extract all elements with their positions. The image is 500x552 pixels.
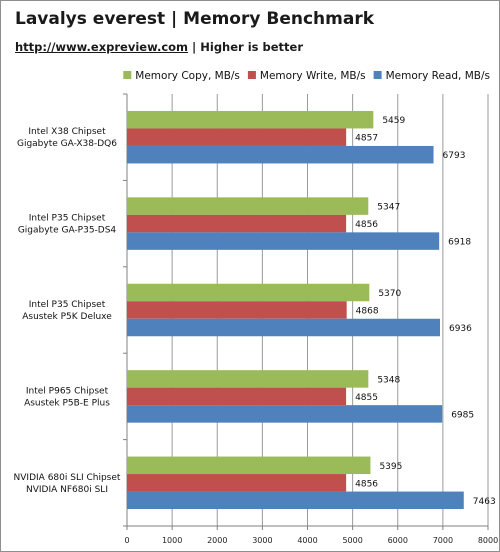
data-label: 4856 <box>355 220 378 230</box>
bar <box>127 301 347 319</box>
bar <box>127 491 464 510</box>
legend-swatch <box>247 71 256 79</box>
bar <box>127 474 347 492</box>
data-label: 5459 <box>382 116 405 126</box>
bar <box>127 456 371 475</box>
category-label: Intel P35 Chipset <box>29 214 106 224</box>
x-tick-label: 6000 <box>388 536 408 545</box>
legend-label: Memory Read, MB/s <box>386 70 490 82</box>
x-tick-label: 8000 <box>478 536 498 545</box>
bar <box>127 145 434 164</box>
category-label: NVIDIA NF680i SLI <box>26 485 108 495</box>
category-label: Asustek P5B-E Plus <box>24 398 110 408</box>
bar <box>127 370 369 388</box>
data-label: 6936 <box>449 324 472 334</box>
category-label: Intel X38 Chipset <box>28 127 106 137</box>
x-tick-label: 1000 <box>162 536 182 545</box>
x-tick-label: 0 <box>124 536 129 545</box>
bar <box>127 197 369 215</box>
data-label: 6985 <box>451 410 474 420</box>
category-label: Asustek P5K Deluxe <box>22 312 112 322</box>
bar <box>127 232 440 250</box>
x-tick-label: 5000 <box>342 536 362 545</box>
bar <box>127 387 347 406</box>
category-label: Intel P965 Chipset <box>26 386 109 396</box>
chart-subtitle: http://www.expreview.com | Higher is bet… <box>15 40 303 54</box>
chart-title: Lavalys everest | Memory Benchmark <box>15 9 375 29</box>
data-label: 4855 <box>355 393 378 403</box>
legend-swatch <box>123 71 132 79</box>
x-tick-label: 4000 <box>297 536 317 545</box>
data-label: 5395 <box>379 462 402 472</box>
category-label: Gigabyte GA-P35-DS4 <box>18 226 117 236</box>
x-tick-label: 7000 <box>433 536 453 545</box>
category-label: Gigabyte GA-X38-DQ6 <box>17 139 117 149</box>
legend-label: Memory Copy, MB/s <box>135 70 240 82</box>
data-label: 6918 <box>448 238 471 248</box>
bar <box>127 318 440 337</box>
subtitle-note: | Higher is better <box>188 40 304 54</box>
category-label: Intel P35 Chipset <box>29 300 106 310</box>
bar <box>127 214 347 233</box>
bar <box>127 283 370 302</box>
x-tick-label: 2000 <box>207 536 227 545</box>
legend-swatch <box>373 71 382 79</box>
data-label: 4856 <box>355 479 378 489</box>
data-label: 4868 <box>356 307 379 317</box>
legend-label: Memory Write, MB/s <box>260 70 366 82</box>
bar <box>127 405 443 423</box>
source-url[interactable]: http://www.expreview.com <box>15 40 189 54</box>
data-label: 5348 <box>377 375 400 385</box>
data-label: 5370 <box>378 289 401 299</box>
data-label: 6793 <box>443 151 466 161</box>
x-tick-label: 3000 <box>252 536 272 545</box>
data-label: 5347 <box>377 203 400 213</box>
data-label: 7463 <box>473 497 496 507</box>
category-label: NVIDIA 680i SLI Chipset <box>14 473 121 483</box>
bar <box>127 128 347 146</box>
data-label: 4857 <box>355 134 378 144</box>
bar <box>127 110 374 129</box>
